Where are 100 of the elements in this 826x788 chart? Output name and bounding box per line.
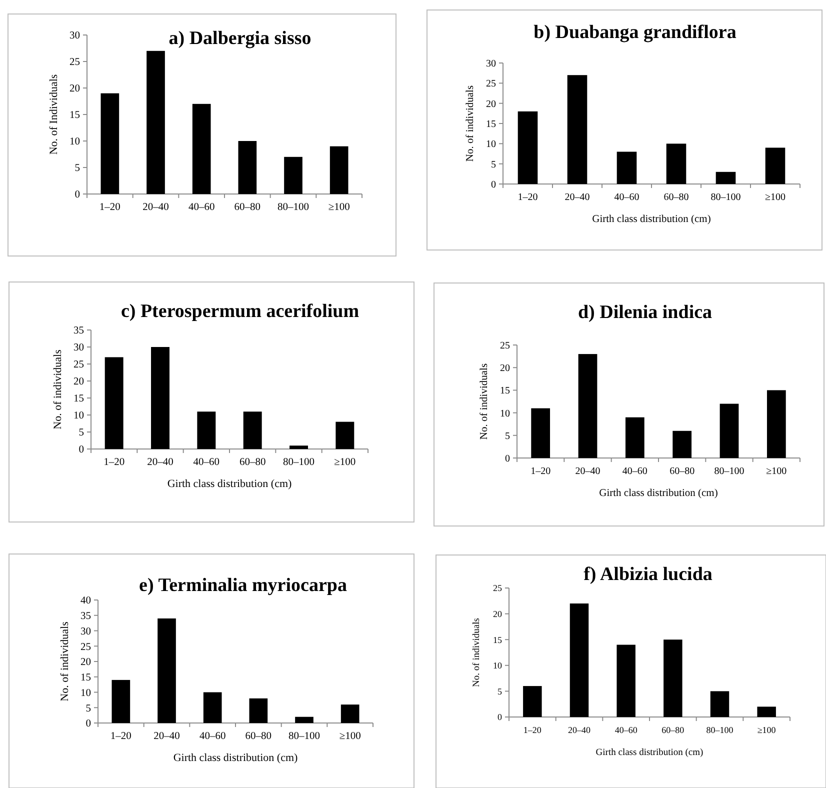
- chart-title: a) Dalbergia sisso: [168, 28, 312, 49]
- y-tick-label: 15: [74, 394, 84, 405]
- y-tick-label: 30: [80, 626, 91, 638]
- y-tick-label: 10: [500, 408, 510, 420]
- bar: [192, 104, 211, 194]
- y-tick-label: 20: [74, 376, 84, 388]
- bar: [757, 706, 776, 717]
- bar: [664, 640, 682, 717]
- y-tick-label: 5: [86, 703, 91, 714]
- chart-title: e) Terminalia myriocarpa: [139, 575, 348, 596]
- x-tick-label: ≥100: [766, 466, 787, 477]
- x-tick-label: 20–40: [568, 725, 591, 735]
- y-tick-label: 10: [493, 660, 502, 671]
- bar: [238, 141, 257, 194]
- bar: [112, 680, 130, 723]
- y-tick-label: 15: [70, 110, 80, 122]
- x-axis-title: Girth class distribution (cm): [173, 752, 298, 764]
- bar: [570, 603, 589, 717]
- y-tick-label: 20: [500, 363, 510, 374]
- y-tick-label: 5: [498, 686, 502, 696]
- y-tick-label: 25: [493, 583, 502, 594]
- y-tick-label: 30: [74, 342, 84, 354]
- bar: [249, 698, 268, 723]
- bar: [243, 412, 262, 449]
- y-axis-title: No. of individuals: [59, 622, 71, 702]
- y-tick-label: 10: [80, 688, 91, 699]
- y-tick-label: 0: [86, 718, 91, 730]
- chart-title: f) Albizia lucida: [584, 564, 713, 585]
- bar: [531, 408, 550, 458]
- y-tick-label: 25: [70, 57, 80, 68]
- x-tick-label: 1–20: [523, 725, 542, 735]
- x-tick-label: 40–60: [199, 731, 226, 742]
- x-tick-label: 20–40: [154, 731, 180, 742]
- bar: [290, 446, 308, 449]
- bar: [336, 422, 354, 449]
- x-axis-title: Girth class distribution (cm): [167, 478, 292, 490]
- x-tick-label: ≥100: [757, 725, 776, 735]
- y-tick-label: 20: [80, 657, 91, 668]
- chart-title: d) Dilenia indica: [578, 302, 713, 323]
- bar: [578, 354, 598, 458]
- bar: [330, 146, 348, 194]
- y-tick-label: 25: [486, 78, 496, 90]
- bar: [518, 111, 538, 184]
- bar: [616, 152, 637, 184]
- chart-title: c) Pterospermum acerifolium: [120, 301, 360, 322]
- x-tick-label: 20–40: [142, 202, 169, 213]
- y-tick-label: 25: [80, 642, 91, 653]
- x-tick-label: ≥100: [328, 202, 350, 213]
- x-tick-label: 80–100: [283, 457, 314, 468]
- bar: [197, 412, 216, 449]
- y-axis-title: No. of individuals: [52, 350, 64, 430]
- y-tick-label: 40: [80, 596, 91, 607]
- x-tick-label: 80–100: [706, 725, 734, 735]
- y-tick-label: 5: [74, 163, 80, 174]
- x-tick-label: 60–80: [664, 192, 689, 203]
- y-tick-label: 10: [486, 139, 496, 150]
- y-axis-title: No. of individuals: [465, 85, 476, 162]
- x-tick-label: 40–60: [188, 202, 215, 213]
- x-tick-label: 60–80: [239, 457, 266, 468]
- x-tick-label: 40–60: [614, 725, 638, 735]
- bar: [523, 686, 542, 717]
- y-tick-label: 15: [500, 386, 510, 397]
- y-tick-label: 20: [70, 84, 80, 95]
- x-tick-label: 1–20: [518, 192, 538, 203]
- bar: [203, 692, 222, 723]
- x-axis-title: Girth class distribution (cm): [596, 748, 704, 758]
- bar: [720, 404, 739, 458]
- x-tick-label: 60–80: [662, 725, 685, 735]
- x-tick-label: 1–20: [110, 731, 132, 742]
- x-tick-label: 80–100: [710, 192, 741, 203]
- bar: [710, 691, 730, 717]
- y-tick-label: 15: [80, 672, 91, 684]
- y-tick-label: 0: [505, 454, 510, 464]
- y-tick-label: 0: [78, 444, 84, 456]
- bar: [766, 390, 786, 458]
- bar: [567, 75, 588, 184]
- x-tick-label: 60–80: [670, 466, 695, 477]
- y-tick-label: 35: [74, 326, 84, 337]
- x-tick-label: 20–40: [147, 457, 174, 468]
- bar: [146, 50, 165, 194]
- y-tick-label: 30: [486, 58, 496, 70]
- x-tick-label: 1–20: [99, 202, 120, 213]
- bar: [284, 156, 302, 194]
- y-tick-label: 20: [486, 98, 496, 110]
- x-tick-label: 1–20: [104, 457, 125, 468]
- x-tick-label: ≥100: [339, 731, 361, 742]
- bar: [625, 417, 644, 458]
- x-axis-title: Girth class distribution (cm): [599, 488, 718, 499]
- x-tick-label: ≥100: [765, 192, 786, 203]
- x-tick-label: 60–80: [245, 731, 272, 742]
- bar: [666, 144, 686, 184]
- chart-title: b) Duabanga grandiflora: [534, 22, 737, 43]
- x-axis-title: Girth class distribution (cm): [592, 214, 712, 225]
- y-tick-label: 30: [70, 30, 80, 42]
- y-tick-label: 25: [74, 360, 84, 371]
- y-tick-label: 0: [491, 180, 496, 190]
- x-tick-label: 80–100: [714, 466, 744, 477]
- x-tick-label: 1–20: [530, 466, 551, 477]
- bar: [672, 430, 692, 458]
- y-tick-label: 25: [500, 340, 510, 352]
